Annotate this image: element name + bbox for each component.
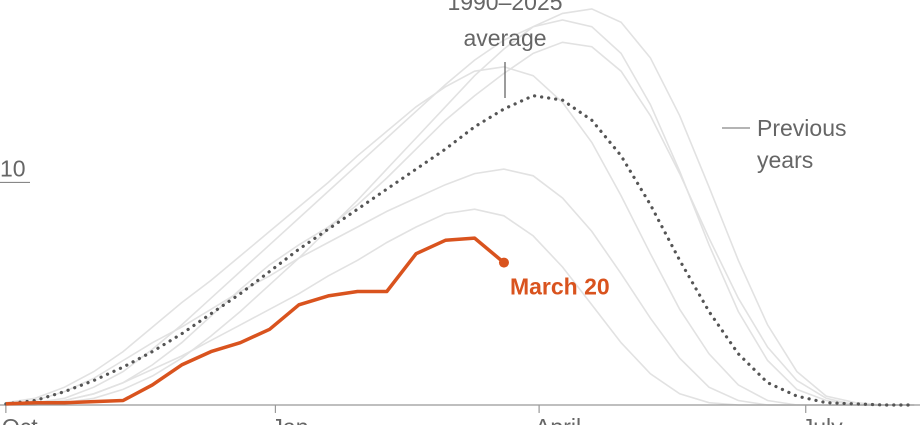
current-line [5,236,506,406]
x-tick-label: Jan. [271,414,314,425]
current-label: March 20 [510,274,610,300]
x-tick-label: Oct. [2,414,44,425]
average-label: average [463,25,546,51]
previous-year-line [5,8,915,406]
previous-year-line [5,41,915,406]
x-tick-label: April [535,414,581,425]
previous-label: years [757,147,813,173]
current-endpoint [498,257,509,268]
average-label: 1990–2025 [447,0,562,15]
previous-year-line [5,65,915,406]
previous-year-line [5,168,915,406]
y-tick-label: 10 [0,155,26,181]
average-line [4,94,916,407]
previous-year-line [5,19,915,406]
previous-label: Previous [757,115,846,141]
x-tick-label: July [802,414,843,425]
